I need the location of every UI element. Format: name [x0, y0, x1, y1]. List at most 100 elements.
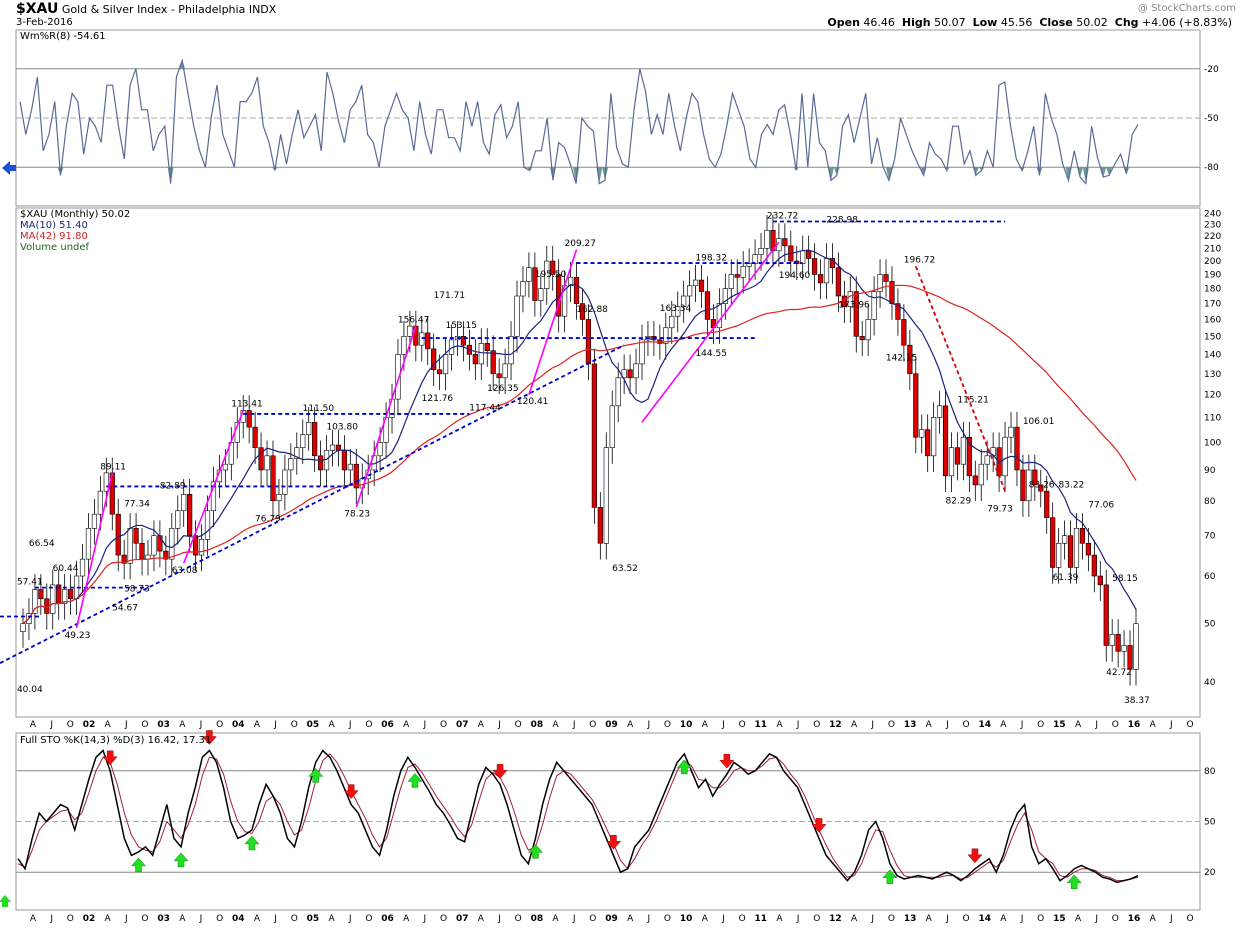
- open-label: Open: [827, 16, 860, 29]
- x-axis-label: 09: [605, 914, 618, 924]
- wmr-oversold-fill: [57, 167, 1130, 184]
- candle-down: [532, 267, 538, 301]
- x-axis-label: J: [49, 720, 53, 730]
- price-tick-label: 220: [1204, 232, 1221, 242]
- candle-down: [496, 373, 502, 379]
- price-tick-label: 100: [1204, 438, 1221, 448]
- chg-value: +4.06 (+8.83%): [1142, 16, 1232, 29]
- candle-down: [252, 426, 258, 448]
- x-axis-label: J: [870, 720, 874, 730]
- buy-arrow-icon: [1066, 874, 1082, 890]
- candle-up: [97, 490, 103, 515]
- x-axis-label: A: [30, 720, 37, 730]
- candle-up: [508, 336, 514, 365]
- x-axis-label: O: [141, 914, 148, 924]
- x-axis-label: J: [423, 720, 427, 730]
- candle-down: [312, 421, 318, 457]
- candle-up: [1109, 634, 1115, 646]
- price-callout-label: 77.06: [1088, 501, 1114, 511]
- candle-up: [1008, 426, 1014, 438]
- candle-up: [151, 535, 157, 556]
- x-axis-label: O: [141, 720, 148, 730]
- candle-up: [823, 258, 830, 284]
- watermark: @ StockCharts.com: [1137, 3, 1236, 14]
- price-tick-label: 170: [1204, 300, 1221, 310]
- x-axis-label: O: [440, 720, 447, 730]
- x-axis-label: J: [796, 914, 800, 924]
- candle-up: [478, 343, 484, 365]
- candle-up: [377, 442, 383, 457]
- price-tick-label: 80: [1204, 497, 1216, 507]
- x-axis-label: O: [216, 914, 223, 924]
- candle-up: [919, 429, 925, 438]
- candle-up: [544, 260, 550, 289]
- price-tick-label: 120: [1204, 391, 1221, 401]
- candle-up: [407, 325, 413, 337]
- x-axis-label: J: [870, 914, 874, 924]
- x-axis-label: 12: [829, 720, 842, 730]
- x-axis-label: O: [365, 914, 372, 924]
- candle-up: [175, 510, 181, 529]
- candle-down: [579, 303, 586, 320]
- price-callout-label: 58.73: [124, 585, 150, 595]
- x-axis-label: O: [813, 914, 820, 924]
- x-axis-label: A: [30, 914, 37, 924]
- candle-down: [954, 447, 961, 465]
- x-axis-label: J: [1169, 914, 1173, 924]
- x-axis-label: O: [739, 720, 746, 730]
- candle-down: [734, 274, 740, 278]
- x-axis-label: O: [291, 914, 298, 924]
- candle-up: [264, 455, 270, 471]
- price-tick-label: 240: [1204, 209, 1221, 219]
- x-axis-label: J: [1094, 914, 1098, 924]
- candle-down: [704, 291, 711, 320]
- x-axis-label: 07: [456, 914, 469, 924]
- x-axis-label: O: [1186, 914, 1193, 924]
- candle-up: [936, 405, 943, 418]
- x-axis-label: J: [572, 914, 576, 924]
- x-axis-label: A: [552, 914, 559, 924]
- sell-arrow-icon: [343, 784, 359, 799]
- candle-down: [270, 455, 276, 502]
- x-axis-label: O: [664, 914, 671, 924]
- x-axis-label: 06: [381, 720, 394, 730]
- magenta-trendline: [355, 325, 417, 508]
- candle-down: [966, 436, 972, 477]
- candle-down: [431, 348, 437, 371]
- candle-down: [437, 369, 443, 375]
- candle-up: [740, 266, 746, 278]
- x-axis-label: J: [49, 914, 53, 924]
- x-axis-label: J: [721, 720, 725, 730]
- magenta-trendline: [528, 249, 578, 395]
- declining-trendline: [914, 266, 1006, 492]
- candle-down: [460, 336, 467, 346]
- wmr-line: [19, 58, 1139, 186]
- ohlc-readout: Open 46.46 High 50.07 Low 45.56 Close 50…: [827, 16, 1232, 29]
- candle-up: [395, 354, 401, 400]
- candle-down: [782, 238, 788, 247]
- candle-up: [871, 291, 877, 320]
- sell-arrow-icon: [605, 835, 621, 850]
- x-axis-label: O: [1112, 720, 1119, 730]
- x-axis-label: 05: [307, 720, 320, 730]
- candle-up: [609, 405, 615, 448]
- price-panel-frame: [15, 207, 1201, 718]
- price-callout-label: 38.37: [1124, 696, 1150, 706]
- x-axis-label: O: [440, 914, 447, 924]
- x-axis-label: O: [1037, 720, 1044, 730]
- price-tick-label: 40: [1204, 678, 1216, 688]
- candle-up: [978, 463, 984, 486]
- x-axis-label: J: [497, 914, 501, 924]
- sto-d-line: [17, 753, 1139, 882]
- sto-legend: Full STO %K(14,3) %D(3) 16.42, 17.31: [20, 735, 212, 746]
- x-axis-label: A: [1000, 914, 1007, 924]
- security-name: Gold & Silver Index - Philadelphia INDX: [61, 3, 277, 16]
- ma10-legend: MA(10) 51.40: [20, 220, 88, 231]
- x-axis-label: O: [291, 720, 298, 730]
- x-axis-label: 16: [1128, 914, 1141, 924]
- wmr-tick-label: -80: [1204, 163, 1219, 173]
- candle-down: [484, 343, 490, 351]
- candle-down: [972, 475, 978, 486]
- price-callout-label: 198.32: [695, 253, 727, 263]
- x-axis-label: A: [627, 720, 634, 730]
